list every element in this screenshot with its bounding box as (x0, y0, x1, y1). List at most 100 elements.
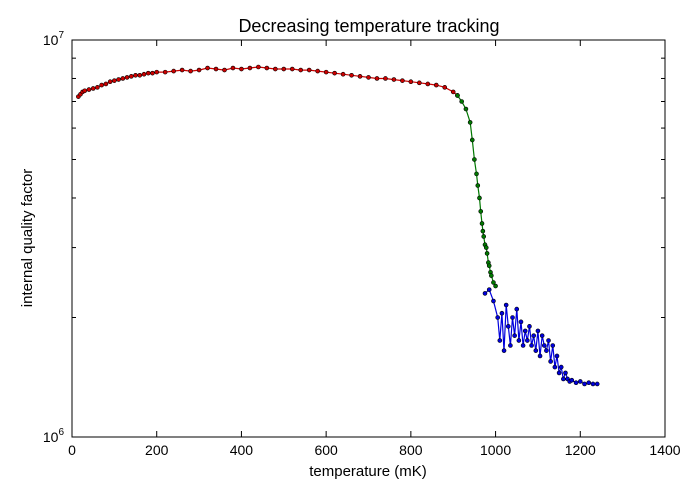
data-point (477, 195, 482, 201)
data-point (90, 86, 96, 91)
data-point (548, 359, 553, 364)
data-point (525, 338, 530, 343)
data-point (582, 381, 587, 387)
data-point (474, 171, 479, 177)
data-point (332, 70, 337, 76)
data-point (137, 72, 143, 78)
data-point (150, 70, 155, 76)
data-point (514, 306, 520, 312)
data-point (463, 106, 469, 112)
data-point (527, 324, 532, 329)
data-point (495, 315, 500, 320)
data-point (433, 82, 439, 88)
data-point (577, 379, 583, 384)
data-point (112, 78, 117, 83)
data-point (573, 380, 579, 386)
data-point (537, 353, 543, 359)
data-point (501, 348, 507, 353)
data-point (505, 324, 511, 329)
data-point (544, 348, 549, 353)
data-point (594, 381, 600, 387)
data-point (554, 353, 560, 359)
data-point (95, 85, 100, 90)
data-point (558, 364, 564, 370)
data-point (480, 228, 486, 234)
data-point (281, 66, 287, 72)
x-tick-label: 800 (399, 442, 423, 458)
data-point (323, 69, 329, 75)
data-point (467, 120, 473, 125)
data-point (556, 370, 562, 376)
plot-frame (71, 39, 666, 438)
x-tick-label: 600 (314, 442, 338, 458)
data-point (469, 137, 475, 143)
data-point (563, 370, 568, 376)
y-tick-label: 106 (43, 427, 65, 445)
data-point (306, 67, 312, 73)
data-point (196, 67, 202, 73)
data-point (374, 76, 380, 81)
data-point (400, 78, 405, 83)
data-point (518, 319, 524, 325)
data-point (455, 93, 460, 98)
data-point (516, 338, 522, 343)
data-point (417, 80, 422, 86)
data-point (315, 68, 320, 74)
data-point (481, 234, 487, 239)
x-tick-label: 1000 (480, 442, 511, 458)
data-point (107, 79, 113, 85)
x-axis-label: temperature (mK) (309, 463, 427, 480)
data-point (489, 273, 494, 278)
data-point (86, 87, 92, 92)
data-point (539, 333, 545, 338)
data-point (522, 328, 528, 334)
data-point (213, 66, 219, 72)
data-point (239, 66, 244, 72)
data-point (510, 315, 515, 320)
data-point (529, 343, 534, 348)
data-point (99, 82, 104, 88)
data-point (550, 343, 556, 348)
data-point (493, 283, 498, 289)
data-point (366, 75, 371, 80)
data-point (483, 245, 489, 250)
data-point (273, 66, 278, 72)
data-point (535, 328, 541, 334)
data-point (541, 343, 547, 348)
data-point (533, 348, 539, 353)
data-point (552, 364, 558, 370)
data-point (298, 67, 304, 73)
chart-title: Decreasing temperature tracking (238, 16, 499, 36)
data-point (459, 99, 464, 104)
data-point (486, 263, 492, 269)
x-tick-label: 0 (68, 442, 76, 458)
data-point (340, 71, 346, 77)
x-tick-label: 400 (230, 442, 254, 458)
data-point (586, 380, 592, 386)
series-layer (76, 64, 600, 387)
data-point (569, 377, 575, 383)
data-point (508, 343, 513, 348)
data-point (222, 67, 227, 73)
series-line-2 (456, 95, 497, 287)
data-point (391, 77, 397, 82)
data-point (472, 157, 477, 162)
data-point (491, 298, 496, 304)
x-tick-label: 1400 (649, 442, 680, 458)
data-point (124, 75, 130, 80)
data-point (512, 333, 517, 338)
y-tick-label: 107 (43, 30, 65, 48)
data-point (475, 183, 481, 188)
data-point (247, 65, 253, 71)
data-point (103, 81, 109, 87)
data-point (256, 64, 261, 70)
data-point (590, 381, 596, 387)
x-tick-label: 200 (145, 442, 169, 458)
data-point (546, 338, 551, 343)
data-point (491, 280, 496, 285)
data-point (171, 68, 176, 74)
data-point (82, 88, 88, 94)
data-point (450, 89, 456, 95)
data-point (349, 72, 354, 78)
